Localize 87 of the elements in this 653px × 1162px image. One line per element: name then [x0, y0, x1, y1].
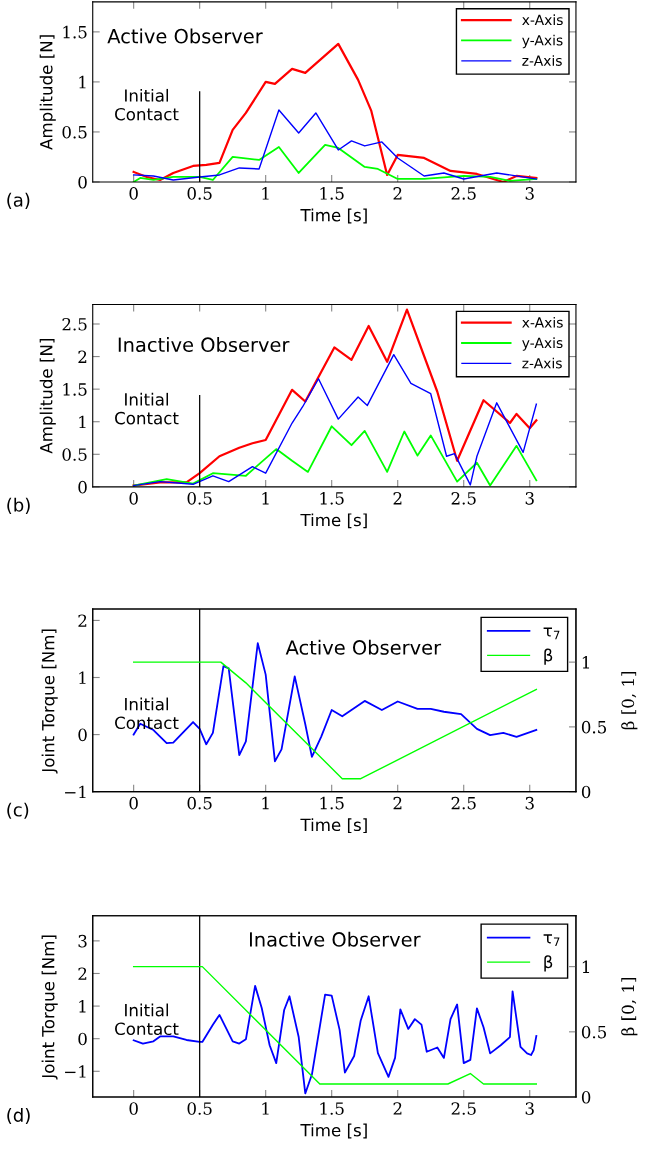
y-tick-label: 1 — [79, 415, 86, 429]
x-tick-label: 3 — [525, 492, 534, 505]
y-tick-label: 1.5 — [63, 383, 87, 396]
y-tick-label: 0.5 — [62, 448, 87, 461]
x-tick-label: 3 — [525, 796, 534, 810]
ref-line-label: Initial Contact — [115, 697, 179, 730]
y2-tick-label: 0.5 — [581, 1025, 607, 1039]
ref-line-label: Initial Contact — [115, 88, 179, 121]
text: Active Observer — [285, 639, 442, 655]
y-axis-title: Joint Torque [Nm] — [41, 629, 58, 774]
legend-label: z-Axis — [522, 55, 562, 66]
x-tick-label: 1.5 — [320, 796, 344, 810]
y-tick-label: 2 — [78, 350, 87, 363]
y-axis-title: Joint Torque [Nm] — [41, 935, 58, 1080]
ref-line-label: Initial Contact — [115, 392, 179, 425]
x-tick-label: 2 — [393, 492, 402, 505]
x-axis-title: Time [s] — [300, 818, 367, 834]
y-tick-label: 0 — [78, 175, 87, 189]
x-tick-label: 3 — [525, 1102, 534, 1115]
y2-tick-label: 1 — [582, 656, 590, 669]
text: Inactive Observer — [118, 336, 290, 353]
y2-tick-label: 0 — [581, 785, 591, 799]
y2-tick-label: 0 — [581, 1091, 591, 1104]
x-tick-label: 0 — [129, 796, 138, 810]
y2-tick-label: 0.5 — [581, 720, 607, 734]
x-axis-title: Time [s] — [300, 1123, 367, 1139]
y2-tick-label: 1 — [582, 960, 590, 973]
text: (c) — [7, 802, 29, 819]
x-tick-label: 1.5 — [320, 1102, 344, 1115]
x-tick-label: 1.5 — [320, 187, 344, 200]
x-tick-label: 1 — [262, 796, 269, 810]
legend-label: y-Axis — [522, 34, 563, 49]
text: (d) — [7, 1107, 30, 1125]
x-tick-label: 0.5 — [187, 187, 212, 200]
line-series — [132, 425, 538, 487]
y-tick-label: 0 — [78, 728, 87, 742]
legend-label: τ$_{7}$ — [543, 627, 560, 640]
legend-label: β — [544, 648, 553, 665]
y-tick-label: 1.5 — [63, 25, 87, 39]
text: (a) — [7, 192, 30, 209]
text: (b) — [7, 497, 30, 514]
x-tick-label: 0.5 — [187, 796, 212, 810]
y-tick-label: 2.5 — [62, 317, 87, 331]
text: Inactive Observer — [249, 931, 421, 947]
x-tick-label: 2 — [393, 187, 402, 200]
x-axis-title: Time [s] — [300, 513, 367, 529]
line-series — [132, 144, 538, 182]
x-tick-label: 1 — [262, 492, 269, 505]
y-tick-label: −1 — [65, 1065, 86, 1078]
x-tick-label: 0.5 — [187, 492, 212, 505]
x-axis-title: Time [s] — [300, 208, 367, 224]
x-tick-label: 2 — [393, 1102, 402, 1115]
legend-label: β — [544, 955, 553, 972]
legend-label: y-Axis — [522, 337, 563, 351]
text: Active Observer — [107, 28, 263, 44]
x-tick-label: 2.5 — [451, 796, 476, 810]
y-tick-label: −1 — [65, 785, 86, 798]
x-tick-label: 0 — [129, 187, 138, 200]
legend-label: x-Axis — [522, 14, 563, 26]
x-tick-label: 0.5 — [187, 1102, 212, 1115]
x-tick-label: 2.5 — [451, 1102, 476, 1115]
x-tick-label: 0 — [129, 492, 138, 505]
y-tick-label: 0.5 — [62, 125, 87, 139]
x-tick-label: 2 — [393, 796, 402, 810]
x-tick-label: 0 — [129, 1102, 138, 1115]
x-tick-label: 1.5 — [320, 492, 344, 505]
y-axis-title: Amplitude [N] — [39, 35, 56, 150]
y-tick-label: 1 — [79, 671, 86, 684]
x-tick-label: 2.5 — [451, 492, 476, 505]
legend-label: x-Axis — [522, 316, 563, 328]
x-tick-label: 2.5 — [451, 187, 476, 200]
y-tick-label: 0 — [78, 480, 87, 494]
y2-axis-title: β [0, 1] — [621, 977, 638, 1036]
ref-line-label: Initial Contact — [115, 1003, 179, 1036]
y-tick-label: 0 — [78, 1032, 87, 1046]
y-tick-label: 1 — [79, 1000, 86, 1013]
y-tick-label: 1 — [79, 75, 86, 89]
x-tick-label: 1 — [262, 187, 269, 200]
y-tick-label: 2 — [78, 967, 87, 980]
x-tick-label: 1 — [262, 1102, 269, 1115]
y-axis-title: Amplitude [N] — [39, 339, 56, 454]
legend-label: τ$_{7}$ — [543, 934, 560, 947]
legend-label: z-Axis — [522, 357, 562, 369]
y2-axis-title: β [0, 1] — [621, 671, 638, 730]
x-tick-label: 3 — [525, 187, 534, 200]
y-tick-label: 3 — [78, 934, 87, 948]
y-tick-label: 2 — [78, 614, 87, 627]
